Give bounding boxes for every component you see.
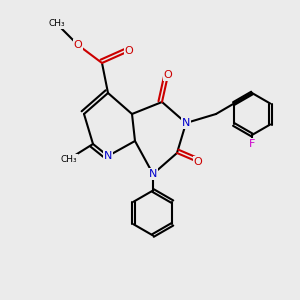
Text: O: O: [124, 46, 134, 56]
Text: N: N: [149, 169, 157, 179]
Text: O: O: [164, 70, 172, 80]
Text: N: N: [104, 151, 112, 161]
Text: N: N: [182, 118, 190, 128]
Text: O: O: [74, 40, 82, 50]
Text: CH₃: CH₃: [49, 20, 65, 28]
Text: F: F: [249, 139, 255, 149]
Text: CH₃: CH₃: [61, 154, 77, 164]
Text: O: O: [194, 157, 202, 167]
